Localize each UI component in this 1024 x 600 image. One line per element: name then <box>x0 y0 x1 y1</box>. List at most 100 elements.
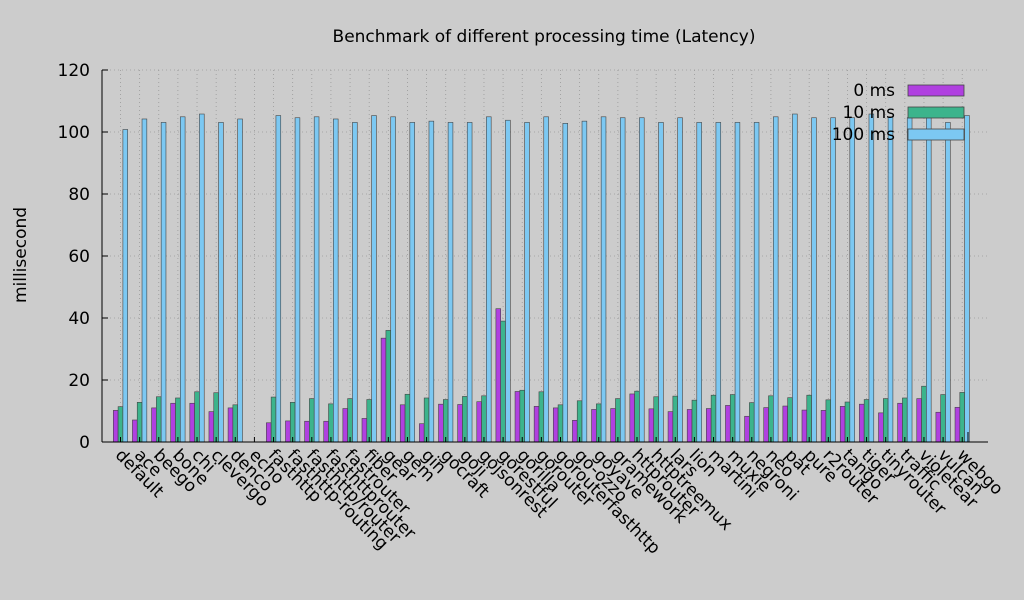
bar <box>945 122 951 443</box>
bar <box>495 308 501 443</box>
bar <box>409 122 415 443</box>
bar <box>481 395 487 443</box>
bar <box>619 117 626 443</box>
legend-swatch <box>907 128 965 141</box>
bar <box>691 399 698 443</box>
bar <box>136 402 143 443</box>
bar <box>916 398 922 443</box>
bar <box>309 398 315 443</box>
bar <box>232 404 238 443</box>
bar <box>897 402 903 443</box>
bar <box>653 396 659 443</box>
bar <box>686 409 693 443</box>
bar <box>141 118 148 443</box>
chart-title: Benchmark of different processing time (… <box>333 27 756 47</box>
y-tick-label: 60 <box>68 247 90 267</box>
bar <box>768 395 774 443</box>
bar <box>706 408 712 443</box>
bar <box>552 407 559 443</box>
bar <box>902 397 908 443</box>
bar <box>744 415 750 443</box>
y-tick-label: 100 <box>58 123 90 143</box>
bar <box>749 402 755 443</box>
y-tick-label: 40 <box>68 309 90 329</box>
bar <box>443 399 449 443</box>
bar <box>385 330 392 443</box>
bar <box>208 411 215 443</box>
bar <box>715 122 722 443</box>
bar <box>457 404 463 443</box>
bar <box>830 117 836 443</box>
bar <box>591 409 597 443</box>
bar <box>313 116 320 443</box>
y-tick-label: 0 <box>79 433 90 453</box>
bar <box>160 122 167 443</box>
y-tick-labels: 0 20 40 60 80 100 120 <box>58 61 90 453</box>
bar <box>576 400 583 443</box>
bar <box>696 122 702 443</box>
bar <box>328 403 334 443</box>
bar <box>878 412 884 443</box>
bar <box>543 116 549 443</box>
bar <box>825 399 832 443</box>
bar <box>648 408 655 443</box>
legend-label: 100 ms <box>832 125 895 145</box>
bar <box>117 406 124 443</box>
bar <box>610 408 616 443</box>
bar <box>658 122 664 443</box>
y-axis-label: millisecond <box>11 207 31 303</box>
bar <box>677 117 683 443</box>
bar <box>399 404 406 443</box>
bar <box>811 117 817 443</box>
bar <box>423 397 430 443</box>
bar <box>859 403 865 443</box>
bar <box>600 116 607 443</box>
bar <box>266 422 272 443</box>
bar <box>524 122 530 443</box>
bar <box>447 122 454 443</box>
x-tick-labels: defaultacebeegobonechiclevergodencoechof… <box>111 445 1007 558</box>
bar <box>404 393 411 443</box>
bar <box>294 117 301 443</box>
bar <box>806 394 812 443</box>
bar <box>361 418 368 443</box>
bar <box>285 420 291 443</box>
bar <box>734 122 741 443</box>
bar <box>371 115 377 443</box>
bar <box>792 113 798 443</box>
bar <box>787 397 793 443</box>
bar <box>366 399 372 443</box>
bar <box>868 113 875 443</box>
bar <box>581 120 588 443</box>
bar <box>634 390 640 443</box>
bars <box>113 113 970 443</box>
bar <box>170 402 176 443</box>
bar <box>725 405 731 443</box>
bar <box>672 395 678 443</box>
y-tick-label: 120 <box>58 61 90 81</box>
bar <box>667 411 674 443</box>
axes <box>101 69 988 443</box>
bar <box>882 398 889 443</box>
bar <box>151 407 157 443</box>
bar <box>863 399 870 443</box>
bar <box>122 129 129 443</box>
bar <box>906 117 913 443</box>
bar <box>227 407 234 443</box>
bar <box>486 116 492 443</box>
bar <box>596 403 602 443</box>
bar <box>175 397 181 443</box>
bar <box>773 116 779 443</box>
bar <box>390 116 396 443</box>
bar <box>438 403 444 443</box>
bar <box>921 385 927 443</box>
bar <box>347 398 353 443</box>
bar <box>419 423 425 443</box>
bar <box>519 389 525 443</box>
bar <box>194 391 200 443</box>
bar <box>639 117 645 443</box>
bar <box>476 401 482 443</box>
bar <box>213 392 219 443</box>
bar <box>304 420 310 443</box>
legend-label: 0 ms <box>853 81 895 101</box>
